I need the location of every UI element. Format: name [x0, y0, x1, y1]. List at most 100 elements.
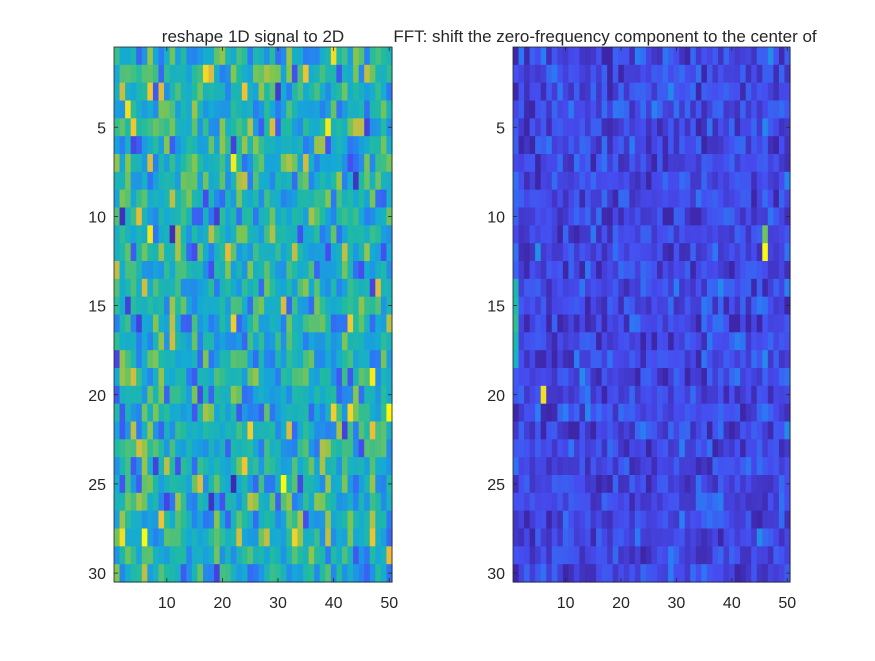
heatmap-cell — [673, 457, 680, 476]
heatmap-cell — [618, 564, 625, 583]
heatmap-cell — [236, 136, 243, 155]
heatmap-cell — [745, 100, 752, 119]
heatmap-cell — [784, 243, 791, 262]
heatmap-cell — [158, 546, 165, 565]
heatmap-cell — [573, 314, 581, 333]
heatmap-cell — [657, 439, 664, 458]
heatmap-cell — [712, 439, 719, 458]
heatmap-cell — [684, 368, 691, 387]
heatmap-cell — [701, 350, 708, 369]
heatmap-cell — [214, 314, 221, 333]
heatmap-cell — [640, 510, 647, 530]
heatmap-cell — [679, 546, 686, 565]
heatmap-cell — [341, 136, 349, 155]
heatmap-cell — [740, 564, 747, 583]
heatmap-cell — [286, 439, 293, 458]
heatmap-cell — [191, 171, 198, 191]
heatmap-cell — [269, 82, 276, 102]
heatmap-cell — [336, 136, 343, 155]
heatmap-cell — [729, 100, 736, 119]
heatmap-cell — [562, 475, 569, 494]
heatmap-cell — [673, 278, 680, 298]
heatmap-cell — [734, 189, 741, 209]
heatmap-cell — [308, 225, 315, 244]
heatmap-cell — [202, 546, 210, 565]
heatmap-cell — [546, 421, 553, 440]
heatmap-cell — [147, 350, 154, 369]
heatmap-cell — [784, 332, 791, 351]
heatmap-cell — [778, 546, 786, 565]
heatmap-cell — [297, 492, 304, 512]
heatmap-cell — [756, 47, 763, 66]
heatmap-cell — [762, 385, 769, 405]
heatmap-cell — [225, 225, 232, 244]
heatmap-cell — [657, 492, 664, 512]
heatmap-cell — [130, 457, 137, 476]
heatmap-cell — [773, 385, 780, 405]
heatmap-cell — [729, 492, 736, 512]
heatmap-cell — [734, 510, 741, 530]
heatmap-cell — [535, 421, 542, 440]
heatmap-cell — [568, 385, 575, 405]
heatmap-cell — [319, 350, 326, 369]
heatmap-cell — [551, 528, 558, 547]
heatmap-cell — [784, 457, 791, 476]
heatmap-cell — [136, 457, 143, 476]
heatmap-cell — [208, 528, 215, 547]
heatmap-cell — [341, 100, 349, 119]
heatmap-cell — [524, 368, 531, 387]
heatmap-cell — [751, 47, 758, 66]
heatmap-cell — [529, 546, 536, 565]
heatmap-cell — [319, 207, 326, 226]
heatmap-cell — [745, 154, 752, 173]
heatmap-cell — [330, 475, 337, 494]
heatmap-cell — [230, 207, 237, 226]
heatmap-cell — [740, 207, 747, 226]
heatmap-cell — [662, 492, 669, 512]
heatmap-cell — [330, 350, 337, 369]
heatmap-cell — [513, 47, 520, 66]
heatmap-cell — [623, 314, 630, 333]
heatmap-cell — [164, 207, 171, 226]
heatmap-cell — [358, 368, 365, 387]
heatmap-cell — [341, 278, 349, 298]
heatmap-cell — [573, 296, 581, 316]
heatmap-cell — [529, 368, 536, 387]
heatmap-cell — [701, 332, 708, 351]
heatmap-cell — [180, 171, 187, 191]
heatmap-cell — [695, 118, 702, 137]
heatmap-cell — [380, 546, 388, 565]
heatmap-cell — [513, 64, 520, 84]
heatmap-cell — [712, 171, 719, 191]
heatmap-cell — [695, 207, 702, 226]
heatmap-cell — [596, 368, 603, 387]
heatmap-cell — [784, 368, 791, 387]
heatmap-cell — [169, 564, 176, 583]
heatmap-cell — [264, 350, 271, 369]
heatmap-cell — [197, 564, 204, 583]
heatmap-cell — [695, 368, 702, 387]
heatmap-cell — [623, 82, 630, 102]
heatmap-cell — [513, 314, 520, 333]
heatmap-cell — [269, 136, 276, 155]
heatmap-cell — [253, 403, 260, 423]
heatmap-cell — [241, 118, 249, 137]
heatmap-cell — [518, 546, 525, 565]
heatmap-cell — [386, 403, 393, 423]
heatmap-cell — [651, 439, 658, 458]
heatmap-cell — [286, 100, 293, 119]
heatmap-cell — [375, 47, 382, 66]
heatmap-cell — [236, 528, 243, 547]
heatmap-cell — [607, 278, 614, 298]
heatmap-cell — [236, 368, 243, 387]
heatmap-cell — [668, 492, 675, 512]
heatmap-cell — [297, 403, 304, 423]
heatmap-cell — [662, 385, 669, 405]
heatmap-cell — [369, 385, 376, 405]
heatmap-cell — [529, 47, 536, 66]
heatmap-cell — [745, 475, 752, 494]
heatmap-cell — [219, 564, 226, 583]
heatmap-cell — [269, 510, 276, 530]
heatmap-cell — [618, 492, 625, 512]
heatmap-cell — [241, 189, 249, 209]
